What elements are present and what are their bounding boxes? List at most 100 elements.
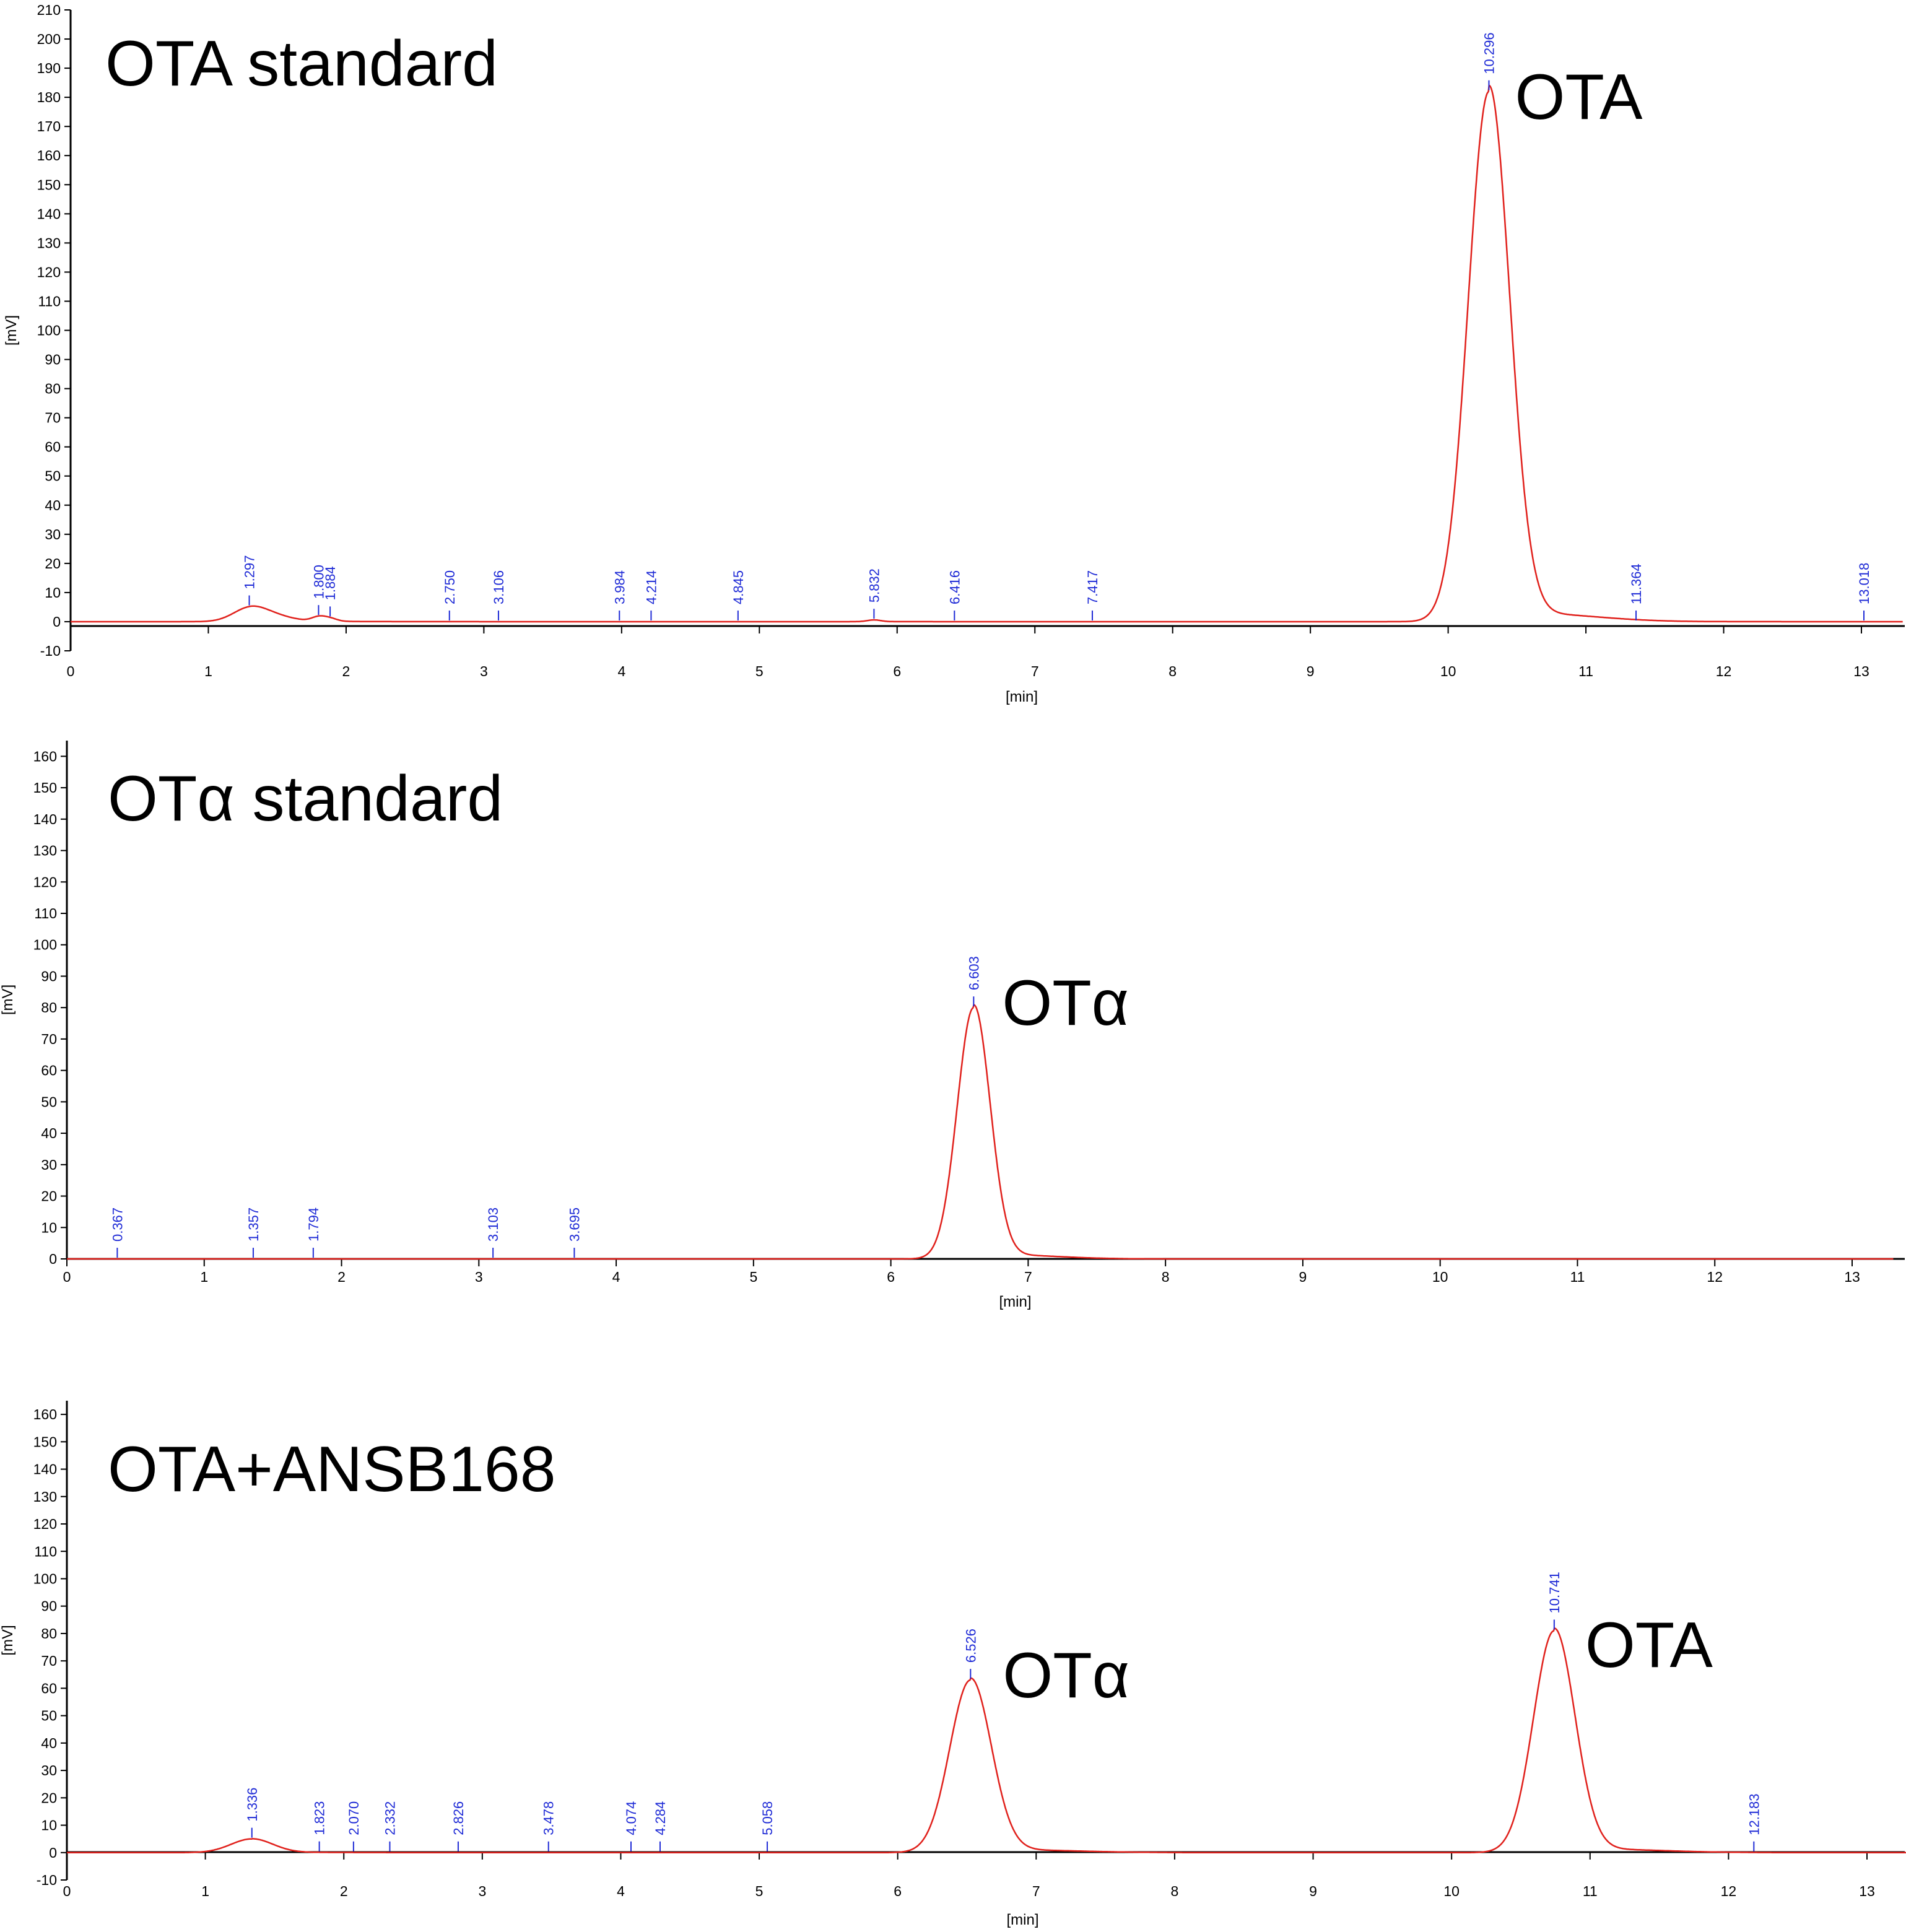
y-tick-label: 40 [45, 497, 61, 513]
chart-panel-1: -100102030405060708090100110120130140150… [3, 2, 1905, 705]
y-tick-label: 80 [45, 381, 61, 397]
y-tick-label: 160 [37, 147, 61, 163]
panel-title: OTA standard [105, 28, 498, 100]
x-tick-label: 12 [1716, 663, 1732, 679]
x-tick-label: 12 [1707, 1269, 1723, 1285]
y-tick-label: 90 [45, 352, 61, 368]
peak-marker-label: 1.336 [245, 1788, 260, 1822]
y-tick-label: 180 [37, 89, 61, 105]
y-tick-label: -10 [37, 1872, 57, 1888]
peak-marker-label: 1.800 [311, 565, 326, 599]
x-tick-label: 1 [200, 1269, 208, 1285]
peak-marker-label: 6.416 [947, 570, 962, 604]
x-tick-label: 11 [1570, 1269, 1585, 1285]
x-tick-label: 5 [755, 663, 764, 679]
x-tick-label: 11 [1578, 663, 1593, 679]
y-tick-label: 30 [41, 1157, 57, 1173]
x-tick-label: 10 [1432, 1269, 1448, 1285]
peak-marker-label: 1.357 [246, 1208, 261, 1242]
y-tick-label: 20 [41, 1790, 57, 1806]
x-tick-label: 8 [1162, 1269, 1170, 1285]
x-axis-label: [min] [1006, 689, 1038, 705]
x-tick-label: 8 [1168, 663, 1177, 679]
x-tick-label: 2 [342, 663, 350, 679]
x-tick-label: 0 [63, 1269, 71, 1285]
y-tick-label: 140 [37, 206, 61, 222]
panel-title: OTα standard [108, 763, 503, 835]
signal-trace [71, 84, 1903, 623]
y-tick-label: 40 [41, 1125, 57, 1141]
y-tick-label: 160 [33, 1406, 57, 1422]
y-tick-label: 70 [41, 1653, 57, 1669]
x-tick-label: 8 [1171, 1883, 1179, 1899]
y-tick-label: 130 [33, 843, 57, 859]
peak-marker-label: 4.214 [643, 570, 659, 604]
signal-trace [67, 1003, 1894, 1260]
x-tick-label: 7 [1032, 1883, 1040, 1899]
x-tick-label: 5 [755, 1883, 764, 1899]
y-tick-label: 110 [38, 293, 61, 309]
x-tick-label: 3 [475, 1269, 483, 1285]
peak-marker-label: 2.750 [442, 570, 458, 604]
peak-marker-label: 5.058 [760, 1801, 775, 1835]
y-tick-label: 130 [37, 235, 61, 251]
x-tick-label: 5 [749, 1269, 757, 1285]
y-tick-label: 200 [37, 31, 61, 47]
y-tick-label: 50 [45, 468, 61, 484]
chart-panel-2: 0102030405060708090100110120130140150160… [0, 741, 1905, 1310]
x-tick-label: 0 [63, 1883, 71, 1899]
y-tick-label: 110 [34, 1543, 57, 1559]
x-tick-label: 13 [1844, 1269, 1860, 1285]
x-tick-label: 3 [480, 663, 488, 679]
peak-marker-label: 3.103 [485, 1208, 501, 1242]
y-tick-label: 10 [41, 1817, 57, 1834]
y-tick-label: 140 [33, 1461, 57, 1477]
y-tick-label: 20 [41, 1188, 57, 1204]
y-tick-label: -10 [40, 643, 61, 659]
x-axis-label: [min] [1006, 1912, 1038, 1928]
x-tick-label: 7 [1024, 1269, 1032, 1285]
x-tick-label: 12 [1721, 1883, 1737, 1899]
x-tick-label: 9 [1309, 1883, 1317, 1899]
y-tick-label: 190 [37, 60, 61, 76]
x-tick-label: 7 [1031, 663, 1039, 679]
y-tick-label: 70 [45, 410, 61, 426]
peak-marker-label: 13.018 [1856, 563, 1872, 604]
y-tick-label: 150 [33, 1434, 57, 1450]
peak-marker-label: 0.367 [110, 1208, 125, 1242]
peak-marker-label: 10.296 [1481, 32, 1497, 74]
peak-marker-label: 6.603 [966, 956, 981, 990]
y-tick-label: 120 [37, 264, 61, 280]
y-tick-label: 100 [33, 1570, 57, 1586]
y-axis-label: [mV] [3, 315, 20, 346]
y-tick-label: 0 [53, 614, 61, 630]
y-tick-label: 160 [33, 748, 57, 764]
peak-marker-label: 2.070 [346, 1801, 362, 1835]
panel-title: OTA+ANSB168 [108, 1434, 556, 1505]
y-tick-label: 20 [45, 555, 61, 572]
y-tick-label: 130 [33, 1489, 57, 1505]
peak-marker-label: 1.823 [312, 1801, 328, 1835]
y-tick-label: 40 [41, 1735, 57, 1751]
y-tick-label: 50 [41, 1094, 57, 1110]
x-tick-label: 10 [1440, 663, 1456, 679]
x-tick-label: 4 [612, 1269, 620, 1285]
y-tick-label: 110 [34, 905, 57, 921]
chart-panel-3: -100102030405060708090100110120130140150… [0, 1401, 1906, 1928]
peak-marker-label: 3.106 [491, 570, 507, 604]
y-axis-label: [mV] [0, 985, 16, 1015]
peak-annotation: OTα [1003, 1640, 1129, 1712]
peak-marker-label: 2.826 [451, 1801, 466, 1835]
x-tick-label: 3 [478, 1883, 486, 1899]
peak-marker-label: 4.284 [653, 1801, 668, 1835]
peak-marker-label: 7.417 [1085, 570, 1100, 604]
peak-marker-label: 1.884 [323, 566, 338, 600]
x-tick-label: 2 [340, 1883, 348, 1899]
x-tick-label: 6 [893, 663, 901, 679]
peak-annotation: OTα [1002, 967, 1129, 1039]
peak-marker-label: 6.526 [963, 1629, 978, 1663]
y-tick-label: 140 [33, 811, 57, 827]
x-tick-label: 11 [1583, 1883, 1598, 1899]
peak-marker-label: 4.845 [731, 570, 746, 604]
